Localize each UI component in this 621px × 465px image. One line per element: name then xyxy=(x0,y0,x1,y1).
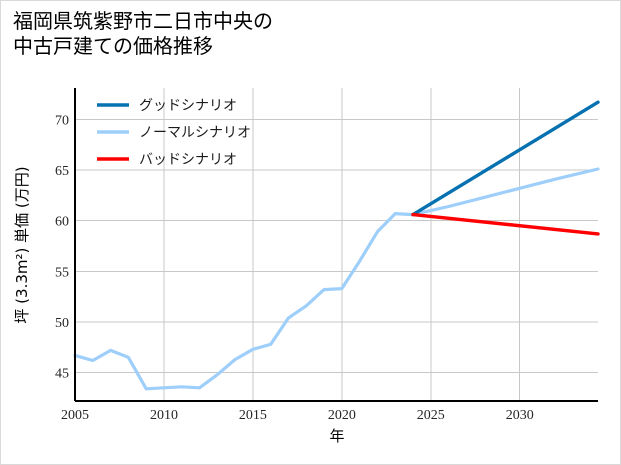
y-tick-label: 70 xyxy=(55,113,69,128)
x-tick-label: 2015 xyxy=(239,408,267,423)
y-tick-label: 65 xyxy=(55,164,69,179)
legend-label-0: グッドシナリオ xyxy=(139,98,237,114)
series-line-バッドシナリオ xyxy=(411,212,600,236)
axis-lines-group xyxy=(73,88,598,403)
y-axis-tick-labels: 45 50 55 60 65 70 xyxy=(55,113,69,381)
y-tick-label: 55 xyxy=(55,265,69,280)
series-line-ノーマルシナリオ xyxy=(73,167,600,391)
x-tick-label: 2020 xyxy=(328,408,356,423)
legend-label-2: バッドシナリオ xyxy=(139,152,237,168)
x-tick-label: 2005 xyxy=(61,408,89,423)
series-line-グッドシナリオ xyxy=(411,100,600,217)
series-group xyxy=(73,100,600,391)
x-tick-label: 2030 xyxy=(506,408,534,423)
x-tick-label: 2025 xyxy=(417,408,445,423)
legend-label-1: ノーマルシナリオ xyxy=(139,125,251,141)
y-tick-label: 45 xyxy=(55,367,69,382)
y-tick-label: 60 xyxy=(55,215,69,230)
page-title: 福岡県筑紫野市二日市中央の 中古戸建ての価格推移 xyxy=(13,9,273,58)
x-axis-title: 年 xyxy=(329,427,344,445)
x-tick-label: 2010 xyxy=(150,408,178,423)
x-axis-tick-labels: 2005 2010 2015 2020 2025 2030 xyxy=(61,408,534,423)
y-axis-title: 坪 (3.3m²) 単価 (万円) xyxy=(13,166,31,323)
y-tick-label: 50 xyxy=(55,316,69,331)
